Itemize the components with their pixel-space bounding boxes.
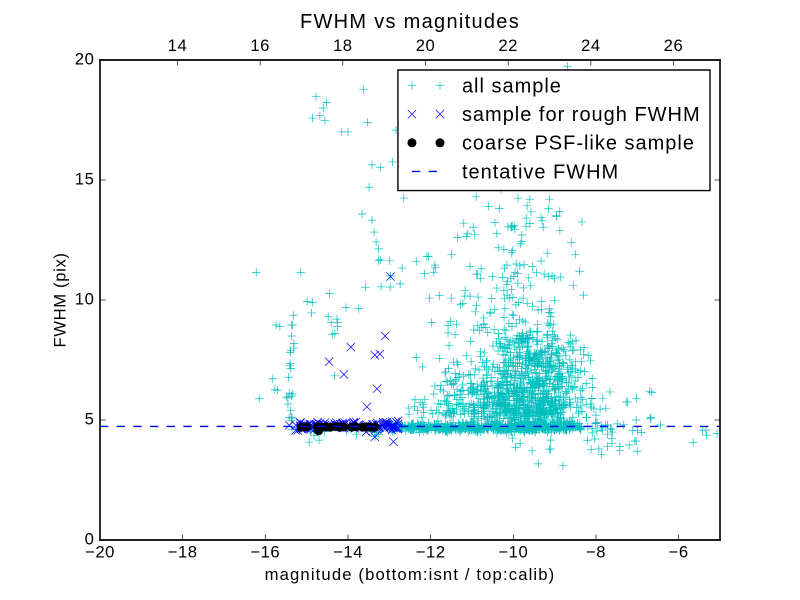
svg-text:−18: −18 — [168, 543, 198, 562]
svg-text:FWHM vs magnitudes: FWHM vs magnitudes — [300, 11, 520, 33]
svg-text:20: 20 — [416, 36, 436, 55]
svg-text:−6: −6 — [669, 543, 689, 562]
svg-text:−8: −8 — [586, 543, 606, 562]
svg-text:−14: −14 — [333, 543, 363, 562]
svg-text:0: 0 — [85, 529, 95, 548]
svg-text:−12: −12 — [416, 543, 446, 562]
svg-text:5: 5 — [85, 409, 95, 428]
svg-text:20: 20 — [75, 49, 95, 68]
svg-text:18: 18 — [333, 36, 353, 55]
svg-text:tentative FWHM: tentative FWHM — [462, 161, 619, 183]
svg-text:26: 26 — [664, 36, 684, 55]
svg-text:−16: −16 — [250, 543, 280, 562]
svg-text:22: 22 — [498, 36, 518, 55]
svg-text:−20: −20 — [85, 543, 115, 562]
svg-text:−10: −10 — [498, 543, 528, 562]
svg-text:24: 24 — [581, 36, 601, 55]
svg-text:14: 14 — [168, 36, 188, 55]
svg-text:FWHM (pix): FWHM (pix) — [51, 252, 70, 347]
svg-text:magnitude (bottom:isnt / top:c: magnitude (bottom:isnt / top:calib) — [265, 565, 556, 584]
svg-text:coarse PSF-like sample: coarse PSF-like sample — [462, 133, 695, 155]
svg-text:10: 10 — [75, 289, 95, 308]
svg-text:16: 16 — [250, 36, 270, 55]
svg-text:all sample: all sample — [462, 75, 562, 97]
svg-text:15: 15 — [75, 169, 95, 188]
svg-text:sample for rough FWHM: sample for rough FWHM — [462, 104, 701, 126]
